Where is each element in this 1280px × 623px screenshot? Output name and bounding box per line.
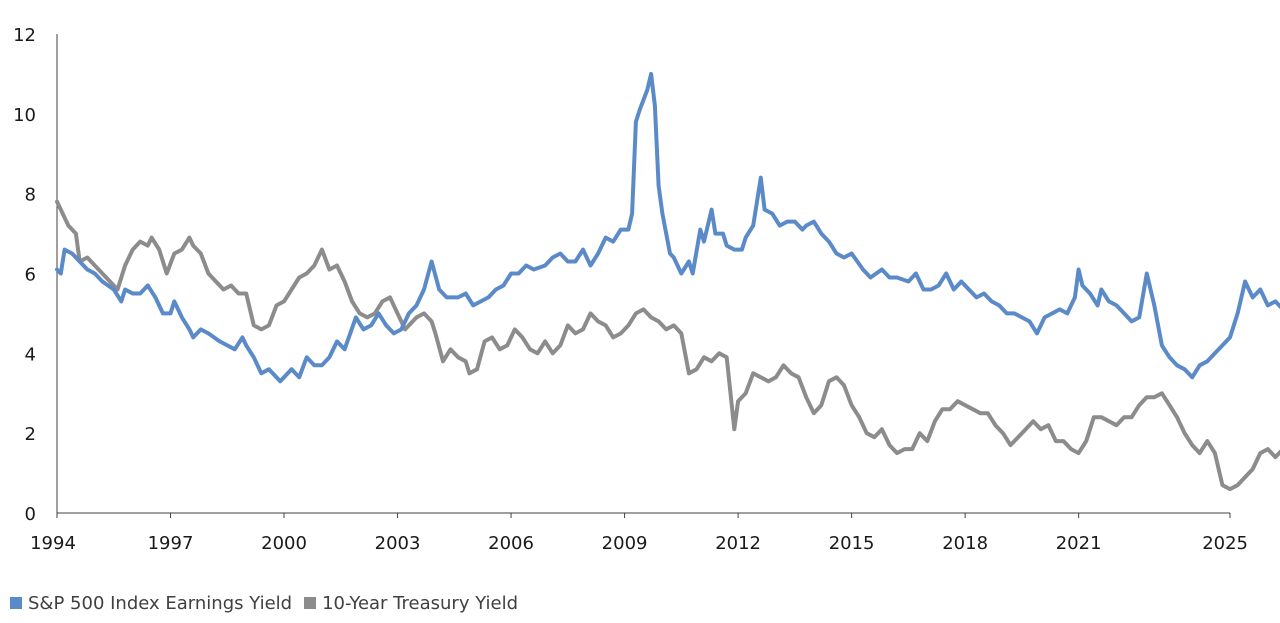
x-tick-label: 2009 (602, 533, 648, 554)
x-tick-label: 2025 (1202, 533, 1248, 554)
x-tick-label: 2012 (715, 533, 761, 554)
x-tick-label: 1994 (30, 533, 76, 554)
x-tick-label: 2000 (261, 533, 307, 554)
series-line-earnings-yield (55, 71, 1280, 384)
y-tick-label: 8 (25, 185, 36, 206)
legend-item-treasury-yield: 10-Year Treasury Yield (304, 593, 518, 614)
x-tick-label: 2018 (942, 533, 988, 554)
y-tick-label: 12 (13, 25, 36, 46)
x-tick-label: 2015 (829, 533, 875, 554)
legend-label-treasury-yield: 10-Year Treasury Yield (322, 592, 519, 614)
y-tick-label: 10 (13, 105, 36, 126)
legend-item-earnings-yield: S&P 500 Index Earnings Yield (10, 593, 292, 614)
series-line-treasury-yield (55, 199, 1280, 492)
line-chart: 0 2 4 6 8 10 12 1994 1997 2000 2003 2006 2009 2012 201… (13, 25, 1280, 554)
chart-legend: S&P 500 Index Earnings Yield 10-Year Tre… (10, 590, 530, 616)
x-tick-label: 2021 (1056, 533, 1102, 554)
y-tick-label: 4 (25, 344, 36, 365)
y-tick-label: 6 (25, 265, 36, 286)
x-tick-label: 2006 (488, 533, 534, 554)
legend-label-earnings-yield: S&P 500 Index Earnings Yield (28, 592, 293, 614)
legend-swatch-earnings-yield (10, 597, 22, 609)
y-tick-label: 0 (25, 504, 36, 525)
legend-swatch-treasury-yield (304, 597, 317, 609)
y-tick-label: 2 (25, 424, 36, 445)
x-tick-label: 2003 (375, 533, 421, 554)
x-tick-label: 1997 (148, 533, 194, 554)
